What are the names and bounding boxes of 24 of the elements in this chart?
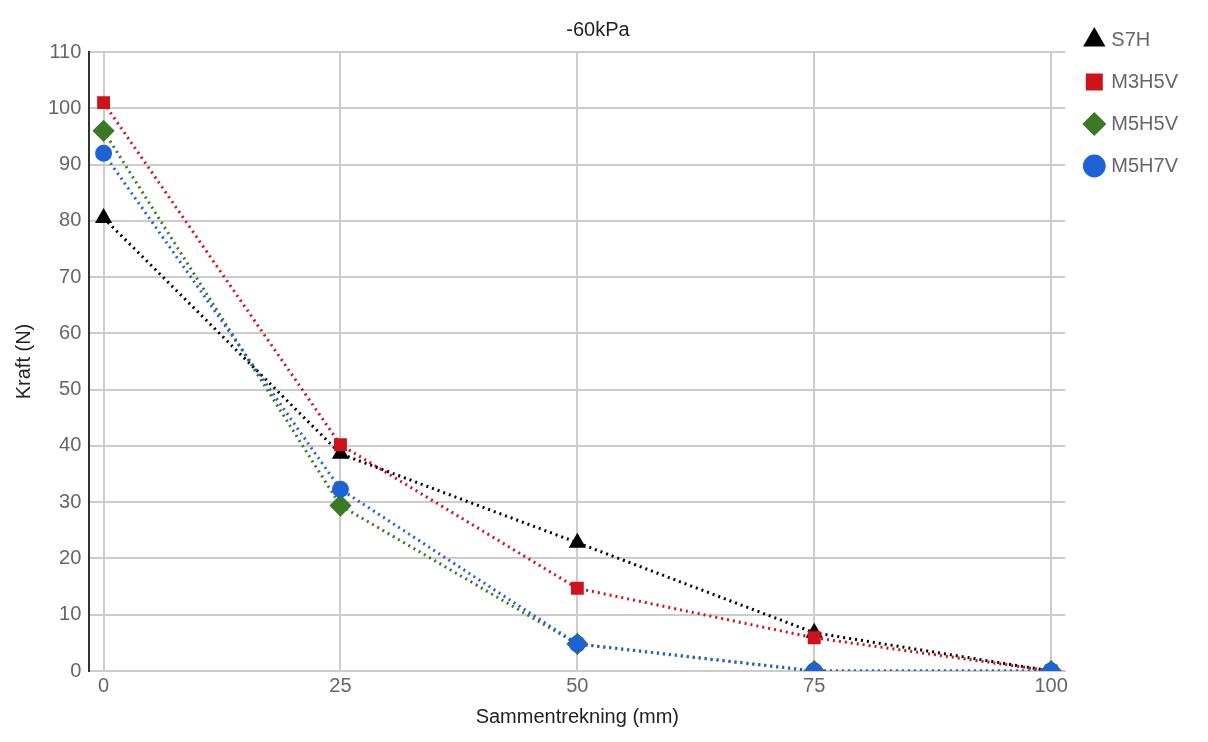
y-tick-label: 90 (59, 152, 82, 175)
chart-title: -60kPa (566, 17, 631, 40)
x-axis-title: Sammentrekning (mm) (475, 704, 680, 727)
y-tick-label: 30 (59, 489, 82, 512)
y-tick-label: 110 (49, 39, 82, 62)
legend-label: S7H (1111, 27, 1151, 50)
x-tick-label: 75 (803, 673, 826, 696)
legend-label: M5H5V (1111, 111, 1179, 134)
y-tick-label: 20 (59, 545, 82, 568)
x-tick-label: 100 (1034, 673, 1068, 696)
y-tick-label: 70 (59, 264, 82, 287)
y-tick-label: 50 (59, 377, 82, 400)
x-tick-label: 50 (566, 673, 589, 696)
x-tick-label: 25 (329, 673, 352, 696)
y-tick-label: 100 (47, 95, 82, 118)
y-tick-label: 60 (59, 320, 82, 343)
y-tick-label: 80 (59, 208, 82, 231)
y-axis-title: Kraft (N) (11, 323, 34, 400)
y-tick-label: 10 (59, 602, 82, 625)
legend-label: M3H5V (1111, 69, 1179, 92)
y-tick-label: 0 (70, 658, 82, 681)
y-tick-label: 40 (59, 433, 82, 456)
x-tick-label: 0 (98, 673, 110, 696)
legend-label: M5H7V (1111, 153, 1179, 176)
